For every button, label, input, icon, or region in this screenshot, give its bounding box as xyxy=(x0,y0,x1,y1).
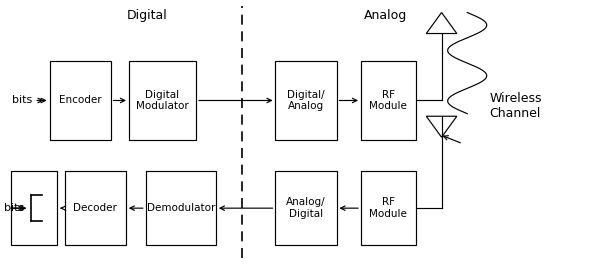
Text: RF
Module: RF Module xyxy=(370,90,408,111)
Text: bits: bits xyxy=(4,203,24,213)
Text: Digital/
Analog: Digital/ Analog xyxy=(287,90,325,111)
FancyBboxPatch shape xyxy=(146,171,216,245)
Text: Demodulator: Demodulator xyxy=(147,203,215,213)
FancyBboxPatch shape xyxy=(50,61,111,140)
FancyBboxPatch shape xyxy=(65,171,126,245)
FancyBboxPatch shape xyxy=(361,171,416,245)
Text: Decoder: Decoder xyxy=(73,203,118,213)
Text: Wireless
Channel: Wireless Channel xyxy=(489,92,542,120)
Text: Analog: Analog xyxy=(364,8,407,22)
FancyBboxPatch shape xyxy=(361,61,416,140)
Text: Digital
Modulator: Digital Modulator xyxy=(136,90,189,111)
FancyBboxPatch shape xyxy=(275,171,337,245)
Text: Digital: Digital xyxy=(127,8,168,22)
Text: Analog/
Digital: Analog/ Digital xyxy=(286,197,326,219)
Text: RF
Module: RF Module xyxy=(370,197,408,219)
FancyBboxPatch shape xyxy=(129,61,196,140)
FancyBboxPatch shape xyxy=(12,171,57,245)
FancyBboxPatch shape xyxy=(275,61,337,140)
Text: Encoder: Encoder xyxy=(59,96,102,106)
Text: bits: bits xyxy=(12,96,32,106)
